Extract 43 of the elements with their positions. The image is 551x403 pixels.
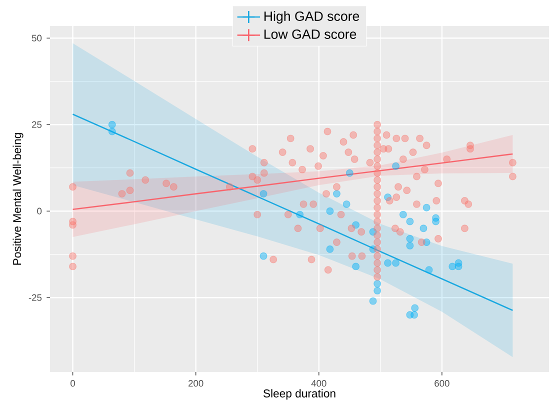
legend-label: Low GAD score bbox=[264, 30, 356, 39]
point bbox=[108, 128, 116, 136]
point bbox=[260, 190, 268, 198]
point bbox=[369, 297, 377, 305]
point bbox=[108, 120, 116, 128]
point bbox=[374, 280, 382, 288]
x-tick-label: 0 bbox=[70, 380, 76, 387]
point bbox=[425, 266, 433, 274]
point bbox=[260, 252, 268, 260]
point bbox=[332, 190, 340, 198]
point bbox=[406, 242, 414, 250]
point bbox=[374, 286, 382, 294]
point bbox=[342, 200, 350, 208]
point bbox=[454, 259, 462, 267]
x-tick-label: 200 bbox=[188, 380, 204, 387]
y-tick-label: 50 bbox=[32, 34, 42, 42]
point bbox=[392, 162, 400, 170]
point bbox=[448, 262, 456, 270]
legend-label: High GAD score bbox=[264, 11, 360, 24]
point bbox=[406, 218, 414, 226]
point bbox=[352, 262, 360, 270]
point bbox=[411, 304, 419, 312]
line-series bbox=[72, 153, 514, 210]
x-tick-label: 600 bbox=[434, 380, 450, 387]
point bbox=[406, 235, 414, 243]
point bbox=[432, 218, 440, 226]
point bbox=[392, 259, 400, 267]
point bbox=[420, 224, 428, 232]
point bbox=[406, 311, 414, 319]
point bbox=[384, 259, 392, 267]
y-axis-title: Positive Mental Well-being bbox=[12, 133, 24, 265]
point bbox=[296, 210, 304, 218]
x-tick-label: 400 bbox=[311, 380, 326, 387]
point bbox=[326, 207, 334, 215]
line-series bbox=[72, 114, 514, 312]
x-axis-title: Sleep duration bbox=[263, 389, 336, 400]
y-tick-label: -25 bbox=[28, 294, 42, 301]
y-tick-label: 0 bbox=[37, 208, 42, 214]
point bbox=[399, 210, 407, 218]
point bbox=[422, 204, 430, 212]
y-tick-label: 25 bbox=[32, 121, 42, 128]
point bbox=[346, 169, 354, 177]
point bbox=[326, 245, 334, 253]
